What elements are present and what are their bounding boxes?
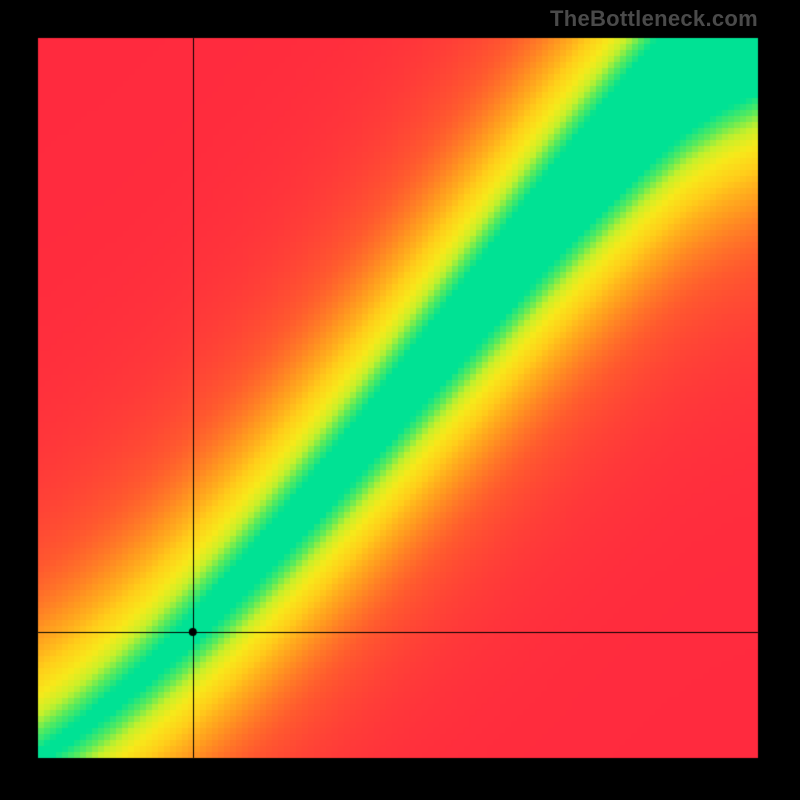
chart-container: TheBottleneck.com (0, 0, 800, 800)
crosshair-overlay (0, 0, 800, 800)
watermark-text: TheBottleneck.com (550, 6, 758, 32)
